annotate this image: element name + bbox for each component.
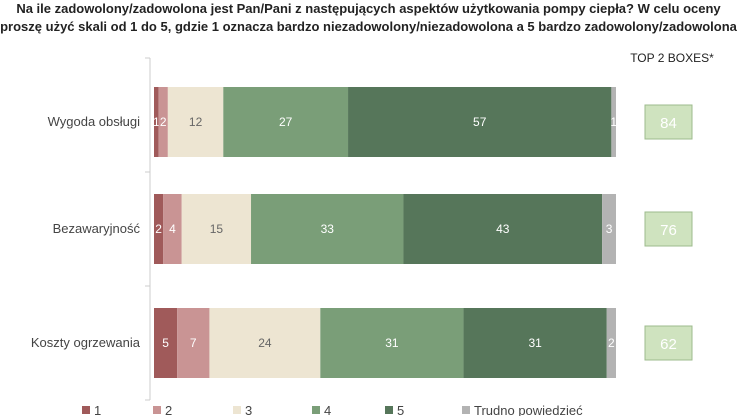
- bar-segment: [611, 87, 616, 157]
- bar-segment: [177, 308, 210, 378]
- top2-value: 62: [660, 336, 677, 353]
- bar-segment: [154, 87, 159, 157]
- bar-segment: [463, 308, 607, 378]
- top2-box: [644, 104, 693, 140]
- bar-segment: [602, 194, 616, 264]
- chart-title: Na ile zadowolony/zadowolona jest Pan/Pa…: [0, 1, 737, 34]
- top2-box: [644, 211, 693, 247]
- legend-label: Trudno powiedzieć: [474, 403, 583, 416]
- bar-segment: [154, 308, 178, 378]
- bar-segment: [158, 87, 168, 157]
- data-label: 31: [385, 336, 399, 350]
- legend-label: 1: [94, 403, 101, 416]
- top2-value: 76: [660, 222, 677, 239]
- data-label: 12: [189, 115, 203, 129]
- category-label: Wygoda obsługi: [48, 114, 140, 129]
- top2-box: [644, 325, 693, 361]
- bar-segment: [181, 194, 252, 264]
- data-label: 5: [162, 336, 169, 350]
- data-label: 4: [169, 222, 176, 236]
- bar-segment: [223, 87, 349, 157]
- legend-label: 5: [397, 403, 404, 416]
- data-label: 24: [258, 336, 272, 350]
- data-label: 15: [210, 222, 224, 236]
- bar-segment: [320, 308, 464, 378]
- data-label: 27: [279, 115, 293, 129]
- data-label: 57: [473, 115, 487, 129]
- legend-swatch: [233, 406, 241, 414]
- data-label: 3: [606, 222, 613, 236]
- bar-segment: [163, 194, 182, 264]
- legend-label: 2: [165, 403, 172, 416]
- bar-segment: [403, 194, 603, 264]
- data-label: 7: [190, 336, 197, 350]
- category-label: Bezawaryjność: [53, 221, 141, 236]
- data-label: 33: [321, 222, 335, 236]
- data-label: 2: [155, 222, 162, 236]
- bar-segment: [606, 308, 616, 378]
- bar-segment: [154, 194, 164, 264]
- bar-segment: [251, 194, 404, 264]
- category-label: Koszty ogrzewania: [31, 335, 141, 350]
- data-label: 2: [608, 336, 615, 350]
- top2-value: 84: [660, 115, 677, 132]
- data-label: 1: [153, 115, 160, 129]
- data-label: 43: [496, 222, 510, 236]
- legend-swatch: [312, 406, 320, 414]
- data-label: 1: [610, 115, 617, 129]
- legend-label: 3: [245, 403, 252, 416]
- data-label: 31: [528, 336, 542, 350]
- data-label: 2: [160, 115, 167, 129]
- bar-segment: [209, 308, 321, 378]
- legend-swatch: [82, 406, 90, 414]
- legend-label: 4: [324, 403, 331, 416]
- legend-swatch: [462, 406, 470, 414]
- bar-segment: [348, 87, 612, 157]
- legend-swatch: [385, 406, 393, 414]
- bar-segment: [167, 87, 224, 157]
- top2-label: TOP 2 BOXES*: [630, 51, 714, 65]
- legend-swatch: [153, 406, 161, 414]
